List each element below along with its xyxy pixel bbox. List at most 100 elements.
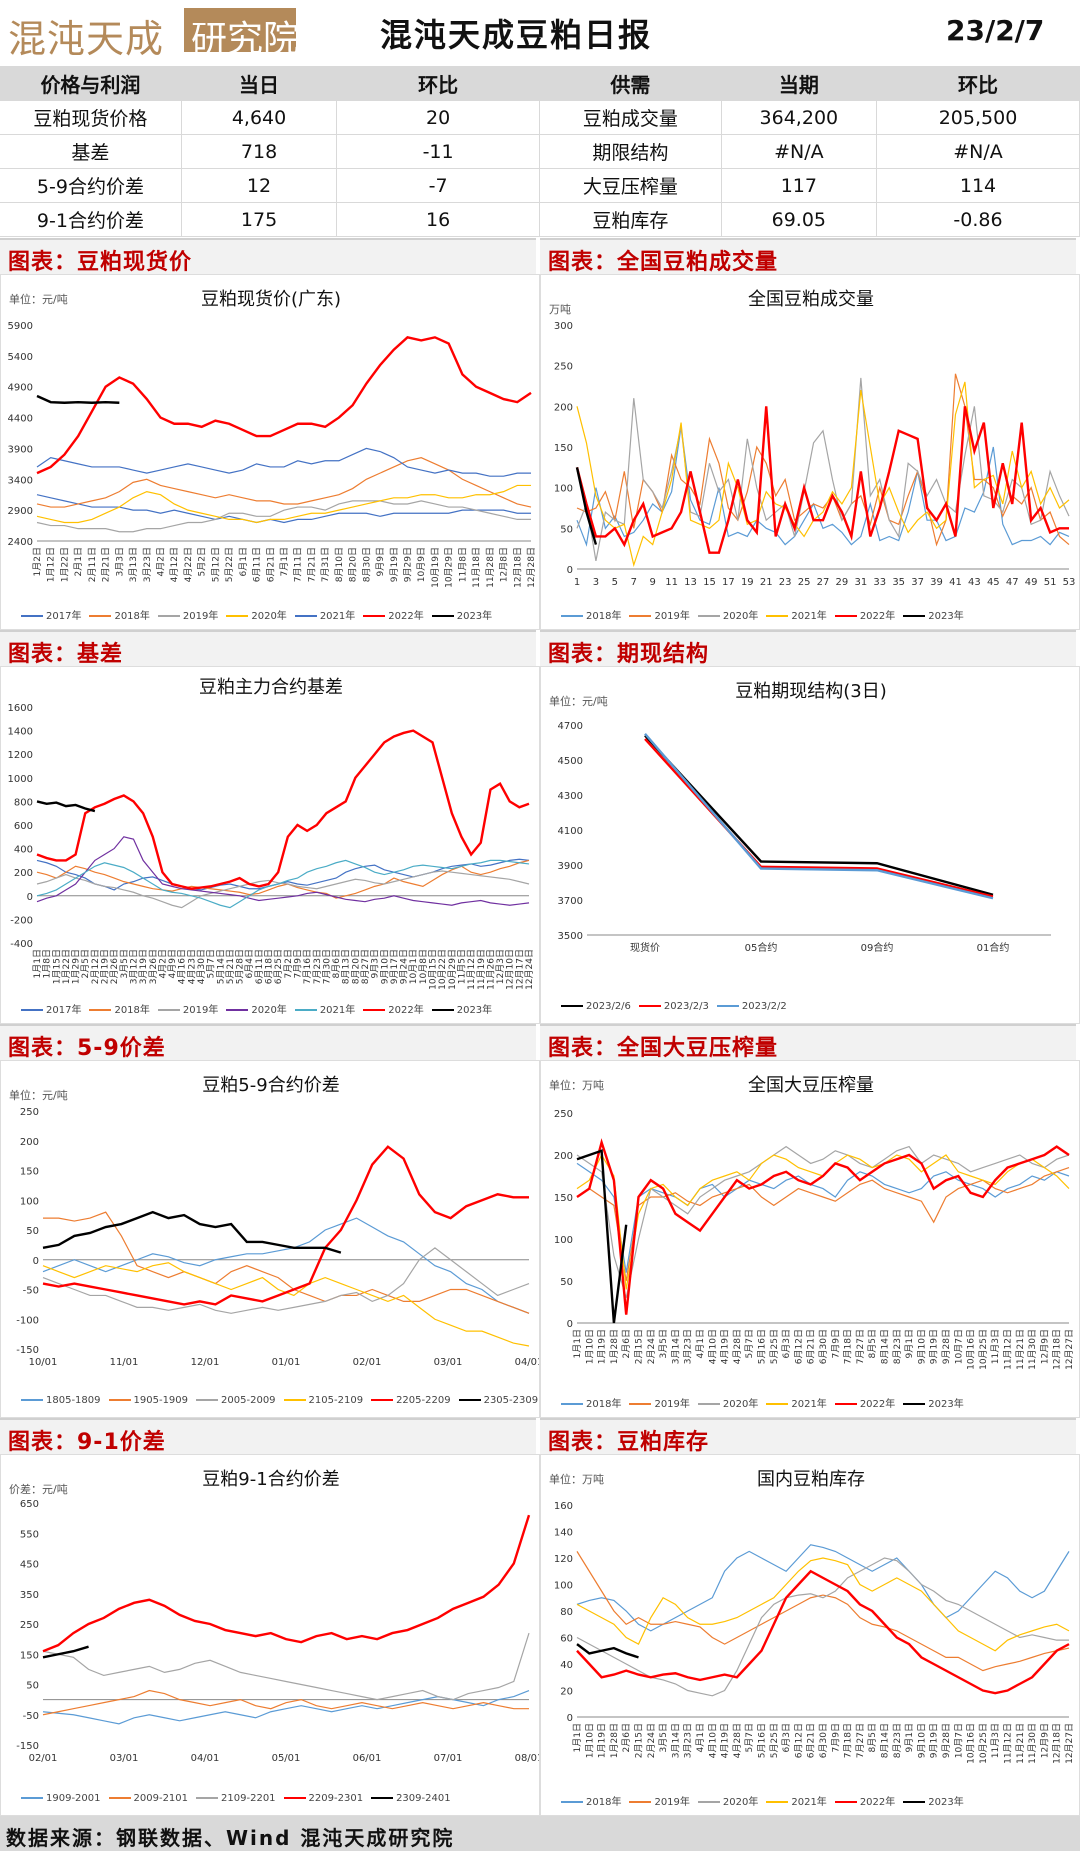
legend-item: 1805-1809: [21, 1395, 101, 1406]
x-tick-label: 3月14日: [670, 1723, 681, 1758]
x-tick-label: 9月19日: [389, 547, 400, 582]
x-tick-label: 5月16日: [757, 1723, 768, 1758]
x-tick-label: 1月28日: [609, 1723, 620, 1758]
table-row: 大豆压榨量 117 114: [540, 168, 1080, 203]
section-9-1-spread: 图表：9-1价差: [0, 1418, 536, 1456]
x-tick-label: 9月1日: [904, 1723, 915, 1752]
y-tick-label: -150: [16, 1741, 39, 1752]
data-cell: 4,640: [181, 100, 338, 135]
x-tick-label: 3月23日: [142, 547, 153, 582]
x-tick-label: 25: [798, 577, 811, 588]
data-cell: 大豆压榨量: [540, 168, 722, 203]
x-tick-label: 2月12日: [90, 949, 101, 984]
x-tick-label: 1月29日: [71, 949, 82, 984]
series-line: [43, 1211, 530, 1314]
legend-label: 2023年: [928, 611, 964, 622]
x-tick-label: 8月6日: [331, 949, 342, 978]
legend-item: 2019年: [629, 1395, 690, 1410]
x-tick-label: 11/01: [110, 1357, 139, 1368]
x-tick-label: 3月19日: [138, 949, 149, 984]
y-tick-label: 0: [27, 892, 33, 903]
legend-swatch: [431, 1009, 454, 1011]
x-tick-label: 7月27日: [855, 1329, 866, 1364]
x-tick-label: 3月12日: [128, 949, 139, 984]
x-tick-label: 4月16日: [177, 949, 188, 984]
y-tick-label: 40: [560, 1660, 573, 1671]
legend-swatch: [834, 1403, 857, 1405]
chart-panel-c6: 全国大豆压榨量 单位：万吨 0 50 100 150 200 250 1月1日 1月10日 1月19…: [540, 1060, 1080, 1418]
x-tick-label: 6月1日: [238, 547, 249, 576]
series-line: [576, 377, 1070, 561]
y-tick-label: 100: [20, 1196, 39, 1207]
x-tick-label: 2月1日: [73, 547, 84, 576]
x-tick-label: 12/01: [191, 1357, 220, 1368]
x-tick-label: 8月14日: [880, 1329, 891, 1364]
data-cell: 205,500: [876, 100, 1080, 135]
legend-label: 2023/2/6: [586, 1001, 631, 1012]
chart-title: 全国大豆压榨量: [748, 1075, 874, 1096]
legend-swatch: [89, 615, 112, 617]
x-tick-label: 04/01: [515, 1357, 539, 1368]
legend-label: 2023/2/2: [741, 1001, 787, 1012]
data-cell: 175: [181, 202, 338, 237]
series-line: [36, 800, 96, 813]
section-title: 图表：5-9价差: [8, 1036, 166, 1061]
legend-item: 2020年: [226, 607, 287, 622]
legend-label: 2018年: [586, 1797, 622, 1808]
x-tick-label: 4月22日: [183, 547, 194, 582]
chart-unit: 单位：元/吨: [9, 292, 68, 306]
legend-swatch: [363, 615, 386, 617]
x-tick-label: 8月5日: [867, 1329, 878, 1358]
legend-item: 2023年: [903, 1793, 964, 1808]
table-row: 基差 718 -11: [0, 134, 540, 169]
chart-title: 豆粕现货价(广东): [201, 289, 341, 310]
series-line: [42, 1247, 530, 1314]
series-line: [575, 406, 1069, 554]
series-line: [36, 494, 531, 524]
x-tick-label: 7月31日: [320, 547, 331, 582]
y-tick-label: 2400: [8, 537, 33, 548]
x-tick-label: 4月19日: [720, 1329, 731, 1364]
legend-label: 2017年: [46, 1005, 82, 1016]
legend-swatch: [226, 615, 249, 617]
legend-item: 2018年: [561, 1395, 621, 1410]
y-tick-label: 150: [20, 1650, 39, 1661]
table-header-row: 价格与利润 当日 环比: [0, 66, 540, 101]
y-tick-label: 150: [554, 1193, 573, 1204]
legend-swatch: [283, 1399, 306, 1401]
legend-swatch: [363, 1009, 386, 1011]
legend-label: 2022年: [388, 1005, 424, 1016]
legend-item: 2105-2109: [283, 1395, 363, 1406]
legend-swatch: [561, 615, 583, 617]
x-tick-label: 10月29日: [444, 547, 455, 588]
legend-item: 2019年: [629, 607, 690, 622]
x-tick-label: 02/01: [29, 1753, 58, 1764]
x-tick-label: 10月7日: [953, 1723, 964, 1758]
x-tick-label: 29: [836, 577, 849, 588]
chart-panel-c7: 豆粕9-1合约价差 价差：元/吨 -150 -50 50 150 250 350 450 550 6…: [0, 1454, 543, 1816]
x-tick-label: 2月15日: [634, 1329, 645, 1364]
legend-item: 2022年: [834, 1793, 895, 1808]
x-tick-label: 4月2日: [157, 949, 168, 978]
legend-swatch: [371, 1399, 394, 1401]
x-tick-label: 1月1日: [572, 1329, 583, 1358]
x-tick-label: 12月27日: [1064, 1723, 1075, 1764]
x-tick-label: 23: [779, 577, 792, 588]
report-date: 23/2/7: [946, 14, 1045, 47]
legend-swatch: [196, 1399, 219, 1401]
legend-item: 2209-2301: [283, 1793, 363, 1804]
series-line: [42, 1689, 530, 1725]
legend-item: 2022年: [834, 1395, 895, 1410]
x-tick-label: 4月23日: [186, 949, 197, 984]
x-tick-label: 12月17日: [514, 949, 525, 990]
legend-item: 2021年: [294, 1001, 355, 1016]
chart-title: 豆粕5-9合约价差: [202, 1075, 339, 1096]
chart-svg: 豆粕主力合约基差 -400 -200 0 200 400 600 800 1000 1200 140…: [8, 677, 535, 990]
chart-legend: 2017年 2018年 2019年 2020年 2021年 2022年 2023年: [21, 607, 500, 622]
y-tick-label: 1400: [8, 727, 33, 738]
y-tick-label: 3500: [558, 931, 583, 942]
section-crush: 图表：全国大豆压榨量: [540, 1024, 1076, 1062]
data-cell: 16: [336, 202, 540, 237]
x-tick-label: 9月28日: [941, 1329, 952, 1364]
